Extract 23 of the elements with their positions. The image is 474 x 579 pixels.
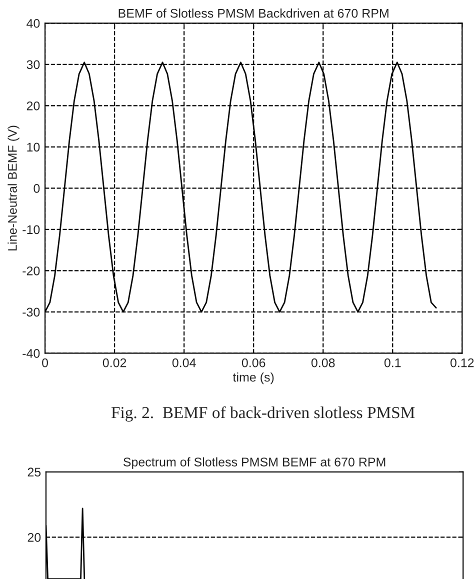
y-tick-label: -40: [22, 348, 40, 358]
y-tick-label: 20: [28, 533, 41, 542]
chart-title: BEMF of Slotless PMSM Backdriven at 670 RPM: [118, 8, 388, 18]
chart-title: Spectrum of Slotless PMSM BEMF at 670 RPM: [123, 457, 386, 469]
x-tick-label: 0.04: [172, 358, 196, 368]
caption: Fig. 2. BEMF of back-driven slotless PMSM: [111, 406, 415, 422]
y-tick-label: 40: [26, 18, 40, 28]
y-tick-label: -10: [22, 225, 40, 234]
x-tick-label: 0: [42, 358, 48, 368]
y-tick-label: -20: [22, 266, 40, 276]
y-tick-label: 25: [28, 468, 41, 477]
x-tick-label: 0.02: [102, 358, 126, 368]
y-tick-label: -30: [22, 308, 40, 317]
y-tick-label: 0: [34, 184, 40, 193]
y-tick-label: 10: [27, 142, 40, 152]
x-axis-title: time (s): [232, 372, 274, 384]
x-tick-label: 0.1: [384, 358, 401, 368]
y-tick-label: 30: [26, 60, 40, 70]
y-axis-title: Line-Neutral BEMF (V): [8, 126, 20, 250]
y-tick-label: 20: [26, 101, 40, 110]
x-tick-label: 0.06: [242, 358, 266, 368]
x-tick-label: 0.08: [311, 358, 335, 368]
x-tick-label: 0.12: [450, 358, 474, 368]
